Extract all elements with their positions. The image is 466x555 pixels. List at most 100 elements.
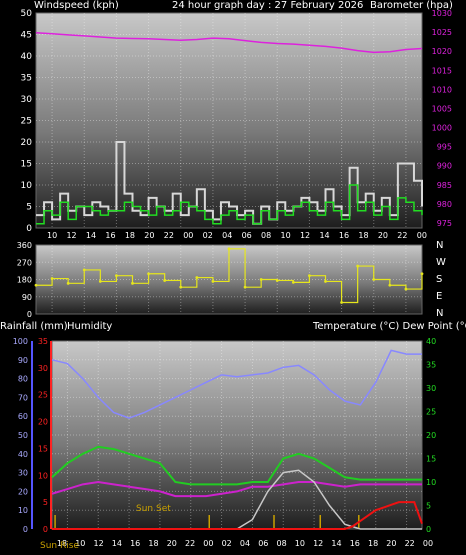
windspeed-axis-label: Windspeed (kph)	[34, 0, 119, 11]
temperature-x-tick-label: 08	[277, 539, 287, 548]
barometer-tick-label: 1025	[432, 28, 452, 37]
barometer-series	[35, 31, 423, 54]
direction-letter-n-top: N	[436, 240, 444, 251]
barometer-tick-label: 985	[437, 181, 452, 190]
barometer-tick-label: 1020	[432, 47, 452, 56]
direction-letter-s: S	[436, 274, 443, 285]
barometer-tick-label: 995	[437, 143, 452, 152]
humidity-tick-label: 70	[18, 393, 28, 402]
wind-direction-point	[147, 272, 150, 276]
temperature-x-tick-label: 14	[112, 539, 122, 548]
humidity-tick-label: 50	[18, 431, 28, 440]
graph-title: 24 hour graph day : 27 February 2026	[172, 0, 364, 11]
wind-x-tick-label: 12	[300, 231, 310, 240]
rainfall-tick-label: 30	[38, 364, 48, 373]
temperature-tick-label: 15	[426, 455, 436, 464]
temperature-tick-label: 0	[426, 525, 431, 534]
temperature-x-tick-label: 12	[313, 539, 323, 548]
wind-x-tick-label: 14	[319, 231, 329, 240]
wind-direction-point	[356, 264, 360, 268]
rainfall-tick-label: 0	[43, 525, 48, 534]
windspeed-series	[36, 141, 423, 225]
wind-x-tick-label: 00	[183, 231, 193, 240]
wind-x-tick-label: 04	[222, 231, 232, 240]
humidity-tick-label: 10	[18, 506, 28, 515]
direction-tick-label: 0	[27, 310, 32, 319]
wind-direction-point	[131, 281, 134, 285]
barometer-tick-label: 1030	[432, 9, 452, 18]
temperature-tick-label: 40	[426, 337, 436, 346]
temperature-tick-label: 10	[426, 478, 436, 487]
direction-letter-w: W	[436, 257, 446, 268]
wind-direction-point	[66, 281, 70, 285]
dewpoint-series	[51, 480, 422, 498]
direction-letter-n-bottom: N	[436, 308, 444, 319]
rainfall-tick-label: 20	[38, 418, 48, 427]
temperature-tick-label: 25	[426, 408, 436, 417]
windspeed-tick-label: 20	[21, 138, 33, 148]
temperature-x-tick-label: 18	[148, 539, 158, 548]
humidity-series	[51, 349, 422, 419]
sunrise-label: Sun Rise	[40, 541, 79, 551]
humidity-tick-label: 100	[13, 337, 28, 346]
wind-direction-point	[388, 283, 392, 287]
wind-direction-point	[308, 274, 311, 278]
gust-series	[36, 184, 423, 225]
wind-x-tick-label: 10	[281, 231, 291, 240]
wind-x-tick-label: 02	[203, 231, 213, 240]
wind-direction-point	[404, 287, 408, 291]
barometer-tick-label: 1015	[432, 66, 452, 75]
temperature-tick-label: 20	[426, 431, 436, 440]
wind-x-tick-label: 14	[86, 231, 96, 240]
wind-direction-point	[115, 274, 118, 278]
temperature-x-tick-label: 22	[185, 539, 195, 548]
windspeed-tick-label: 45	[21, 31, 32, 41]
temperature-tick-label: 35	[426, 361, 436, 370]
wind-direction-point	[195, 276, 199, 279]
temperature-x-tick-label: 10	[295, 539, 305, 548]
temperature-x-tick-label: 22	[405, 539, 415, 548]
wind-direction-point	[340, 301, 343, 304]
wind-direction-point	[227, 247, 231, 251]
temperature-x-tick-label: 16	[130, 539, 140, 548]
temperature-series	[51, 445, 422, 486]
humidity-tick-label: 80	[18, 375, 28, 384]
humidity-tick-label: 40	[18, 450, 28, 459]
windspeed-tick-label: 50	[21, 9, 33, 19]
barometer-tick-label: 990	[437, 162, 452, 171]
rainfall-tick-label: 10	[38, 471, 48, 480]
windspeed-tick-label: 30	[21, 95, 33, 105]
temperature-x-tick-label: 02	[222, 539, 232, 548]
windspeed-tick-label: 10	[21, 181, 33, 191]
windspeed-tick-label: 0	[26, 224, 32, 234]
windspeed-tick-label: 5	[26, 203, 32, 213]
windspeed-tick-label: 35	[21, 74, 32, 84]
wind-direction-point	[275, 279, 279, 282]
rainfall-tick-label: 5	[43, 498, 48, 507]
temperature-dewpoint-axis-label: Temperature (°C) Dew Point (°C)	[313, 321, 466, 332]
barometer-axis-label: Barometer (hpa)	[370, 0, 453, 11]
wind-direction-point	[372, 278, 376, 281]
direction-tick-label: 180	[17, 276, 32, 285]
wind-x-tick-label: 06	[242, 231, 252, 240]
wind-x-tick-label: 20	[144, 231, 154, 240]
wind-x-tick-label: 00	[417, 231, 427, 240]
barometer-tick-label: 1005	[432, 104, 452, 113]
wind-x-tick-label: 20	[378, 231, 388, 240]
wind-direction-point	[324, 280, 327, 283]
temperature-plot-area	[51, 340, 423, 530]
temperature-tick-label: 5	[426, 502, 431, 511]
humidity-tick-label: 20	[18, 487, 28, 496]
barometer-tick-label: 1000	[432, 124, 452, 133]
wind-direction-point	[50, 277, 54, 280]
rainfall-tick-label: 35	[38, 337, 48, 346]
wind-direction-point	[211, 280, 215, 283]
wind-x-tick-label: 12	[66, 231, 76, 240]
rainfall-axis-label: Rainfall (mm)	[0, 321, 68, 332]
temperature-x-tick-label: 18	[368, 539, 378, 548]
rainfall-tick-label: 25	[38, 391, 48, 400]
wind-direction-point	[82, 268, 86, 272]
temperature-x-tick-label: 18	[57, 539, 67, 548]
windspeed-tick-label: 25	[21, 117, 32, 127]
temperature-x-tick-label: 06	[258, 539, 268, 548]
